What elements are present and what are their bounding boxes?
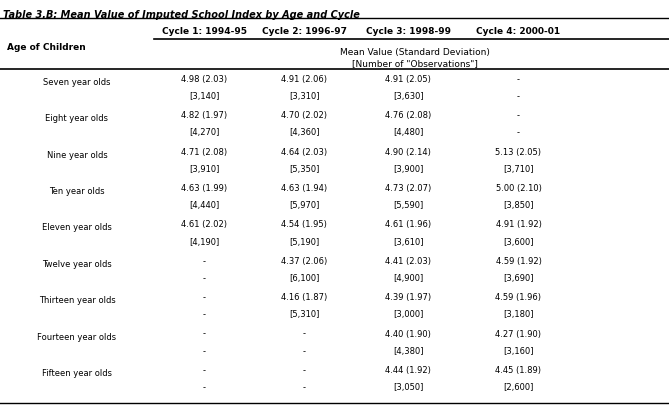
Text: 4.40 (1.90): 4.40 (1.90)	[385, 330, 431, 339]
Text: [3,160]: [3,160]	[503, 347, 534, 356]
Text: -: -	[303, 347, 306, 356]
Text: -: -	[203, 330, 205, 339]
Text: Cycle 4: 2000-01: Cycle 4: 2000-01	[476, 27, 561, 36]
Text: -: -	[203, 310, 205, 319]
Text: 4.37 (2.06): 4.37 (2.06)	[281, 257, 328, 266]
Text: [6,100]: [6,100]	[289, 274, 320, 283]
Text: Eight year olds: Eight year olds	[45, 114, 108, 123]
Text: [3,050]: [3,050]	[393, 383, 423, 392]
Text: 4.45 (1.89): 4.45 (1.89)	[496, 366, 541, 375]
Text: 5.13 (2.05): 5.13 (2.05)	[496, 148, 541, 157]
Text: [3,140]: [3,140]	[189, 92, 219, 101]
Text: [5,970]: [5,970]	[289, 201, 320, 210]
Text: 4.91 (2.06): 4.91 (2.06)	[282, 75, 327, 84]
Text: 4.63 (1.99): 4.63 (1.99)	[181, 184, 227, 193]
Text: [3,610]: [3,610]	[393, 238, 423, 247]
Text: -: -	[203, 257, 205, 266]
Text: [5,310]: [5,310]	[289, 310, 320, 319]
Text: 4.61 (1.96): 4.61 (1.96)	[385, 220, 431, 229]
Text: [3,000]: [3,000]	[393, 310, 423, 319]
Text: [5,190]: [5,190]	[289, 238, 320, 247]
Text: [3,850]: [3,850]	[503, 201, 534, 210]
Text: 4.90 (2.14): 4.90 (2.14)	[385, 148, 431, 157]
Text: [4,900]: [4,900]	[393, 274, 423, 283]
Text: [4,480]: [4,480]	[393, 129, 423, 138]
Text: [Number of "Observations"]: [Number of "Observations"]	[352, 59, 478, 68]
Text: Cycle 3: 1998-99: Cycle 3: 1998-99	[365, 27, 451, 36]
Text: -: -	[203, 347, 205, 356]
Text: 4.71 (2.08): 4.71 (2.08)	[181, 148, 227, 157]
Text: 4.27 (1.90): 4.27 (1.90)	[496, 330, 541, 339]
Text: -: -	[203, 293, 205, 302]
Text: 4.76 (2.08): 4.76 (2.08)	[385, 111, 432, 120]
Text: 4.54 (1.95): 4.54 (1.95)	[282, 220, 327, 229]
Text: 4.70 (2.02): 4.70 (2.02)	[282, 111, 327, 120]
Text: -: -	[517, 129, 520, 138]
Text: -: -	[203, 366, 205, 375]
Text: 4.91 (2.05): 4.91 (2.05)	[385, 75, 431, 84]
Text: Fifteen year olds: Fifteen year olds	[42, 369, 112, 378]
Text: Seven year olds: Seven year olds	[43, 78, 110, 87]
Text: -: -	[203, 274, 205, 283]
Text: [3,690]: [3,690]	[503, 274, 534, 283]
Text: [3,910]: [3,910]	[189, 165, 219, 174]
Text: [3,310]: [3,310]	[289, 92, 320, 101]
Text: 5.00 (2.10): 5.00 (2.10)	[496, 184, 541, 193]
Text: 4.63 (1.94): 4.63 (1.94)	[282, 184, 327, 193]
Text: [4,380]: [4,380]	[393, 347, 423, 356]
Text: [4,440]: [4,440]	[189, 201, 219, 210]
Text: [5,350]: [5,350]	[289, 165, 320, 174]
Text: -: -	[203, 383, 205, 392]
Text: 4.41 (2.03): 4.41 (2.03)	[385, 257, 431, 266]
Text: 4.59 (1.92): 4.59 (1.92)	[496, 257, 541, 266]
Text: Mean Value (Standard Deviation): Mean Value (Standard Deviation)	[340, 48, 490, 58]
Text: Nine year olds: Nine year olds	[47, 150, 107, 159]
Text: 4.73 (2.07): 4.73 (2.07)	[385, 184, 432, 193]
Text: 4.82 (1.97): 4.82 (1.97)	[181, 111, 227, 120]
Text: 4.64 (2.03): 4.64 (2.03)	[282, 148, 327, 157]
Text: Fourteen year olds: Fourteen year olds	[37, 332, 116, 342]
Text: Table 3.B: Mean Value of Imputed School Index by Age and Cycle: Table 3.B: Mean Value of Imputed School …	[3, 10, 360, 20]
Text: 4.98 (2.03): 4.98 (2.03)	[181, 75, 227, 84]
Text: 4.91 (1.92): 4.91 (1.92)	[496, 220, 541, 229]
Text: Eleven year olds: Eleven year olds	[42, 223, 112, 232]
Text: 4.16 (1.87): 4.16 (1.87)	[281, 293, 328, 302]
Text: -: -	[517, 92, 520, 101]
Text: [4,270]: [4,270]	[189, 129, 219, 138]
Text: [3,900]: [3,900]	[393, 165, 423, 174]
Text: [2,600]: [2,600]	[503, 383, 534, 392]
Text: Age of Children: Age of Children	[7, 43, 86, 52]
Text: [4,360]: [4,360]	[289, 129, 320, 138]
Text: [3,630]: [3,630]	[393, 92, 423, 101]
Text: Cycle 1: 1994-95: Cycle 1: 1994-95	[161, 27, 247, 36]
Text: Thirteen year olds: Thirteen year olds	[39, 296, 115, 305]
Text: -: -	[517, 75, 520, 84]
Text: 4.39 (1.97): 4.39 (1.97)	[385, 293, 431, 302]
Text: 4.59 (1.96): 4.59 (1.96)	[496, 293, 541, 302]
Text: Ten year olds: Ten year olds	[49, 187, 105, 196]
Text: [3,600]: [3,600]	[503, 238, 534, 247]
Text: -: -	[303, 366, 306, 375]
Text: 4.44 (1.92): 4.44 (1.92)	[385, 366, 431, 375]
Text: Twelve year olds: Twelve year olds	[42, 260, 112, 269]
Text: [5,590]: [5,590]	[393, 201, 423, 210]
Text: -: -	[303, 383, 306, 392]
Text: Cycle 2: 1996-97: Cycle 2: 1996-97	[262, 27, 347, 36]
Text: -: -	[303, 330, 306, 339]
Text: [3,710]: [3,710]	[503, 165, 534, 174]
Text: -: -	[517, 111, 520, 120]
Text: 4.61 (2.02): 4.61 (2.02)	[181, 220, 227, 229]
Text: [4,190]: [4,190]	[189, 238, 219, 247]
Text: [3,180]: [3,180]	[503, 310, 534, 319]
